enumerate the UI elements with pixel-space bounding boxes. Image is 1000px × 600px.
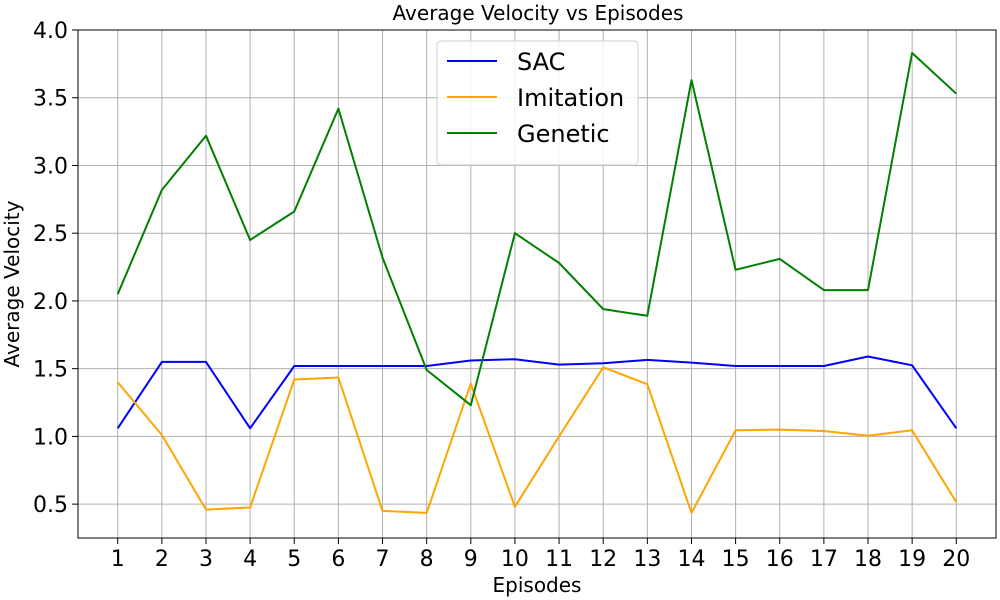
legend-label-sac: SAC <box>517 48 565 76</box>
y-tick-label: 1.0 <box>33 425 68 450</box>
x-tick-label: 15 <box>722 547 750 572</box>
plot-frame <box>77 29 997 539</box>
legend-label-genetic: Genetic <box>517 120 610 148</box>
y-axis-title: Average Velocity <box>0 200 24 367</box>
x-axis-title: Episodes <box>493 573 582 597</box>
x-tick-label: 12 <box>589 547 617 572</box>
x-tick-label: 10 <box>501 547 529 572</box>
series-line-imitation <box>116 366 958 514</box>
x-tick-label: 18 <box>854 547 882 572</box>
x-tick-label: 9 <box>464 547 478 572</box>
x-tick-label: 3 <box>199 547 213 572</box>
x-tick-label: 6 <box>331 547 345 572</box>
x-tick-label: 20 <box>942 547 970 572</box>
y-tick-label: 4.0 <box>33 19 68 44</box>
y-tick-label: 0.5 <box>33 493 68 518</box>
series-lines <box>116 52 958 514</box>
y-tick-label: 2.5 <box>33 222 68 247</box>
x-tick-label: 13 <box>633 547 661 572</box>
legend: SAC Imitation Genetic <box>436 40 639 166</box>
y-tick-label: 3.5 <box>33 87 68 112</box>
x-tick-label: 14 <box>677 547 705 572</box>
x-tick-label: 2 <box>155 547 169 572</box>
x-tick-label: 4 <box>243 547 257 572</box>
x-tick-label: 11 <box>545 547 573 572</box>
y-tick-label: 3.0 <box>33 154 68 179</box>
y-tick-label: 1.5 <box>33 358 68 383</box>
series-line-sac <box>116 355 958 430</box>
y-tick-label: 2.0 <box>33 290 68 315</box>
legend-label-imitation: Imitation <box>517 84 624 112</box>
x-tick-label: 7 <box>376 547 390 572</box>
x-tick-label: 16 <box>766 547 794 572</box>
series-line-genetic <box>116 52 957 407</box>
chart-title: Average Velocity vs Episodes <box>393 1 684 25</box>
x-tick-label: 1 <box>111 547 125 572</box>
x-tick-label: 19 <box>898 547 926 572</box>
axis-ticks: 1 2 3 4 5 6 7 8 9 10 11 12 13 14 15 16 17 18 19 200.51.01.5… <box>33 19 970 572</box>
x-tick-label: 17 <box>810 547 838 572</box>
x-tick-label: 5 <box>287 547 301 572</box>
x-tick-label: 8 <box>420 547 434 572</box>
